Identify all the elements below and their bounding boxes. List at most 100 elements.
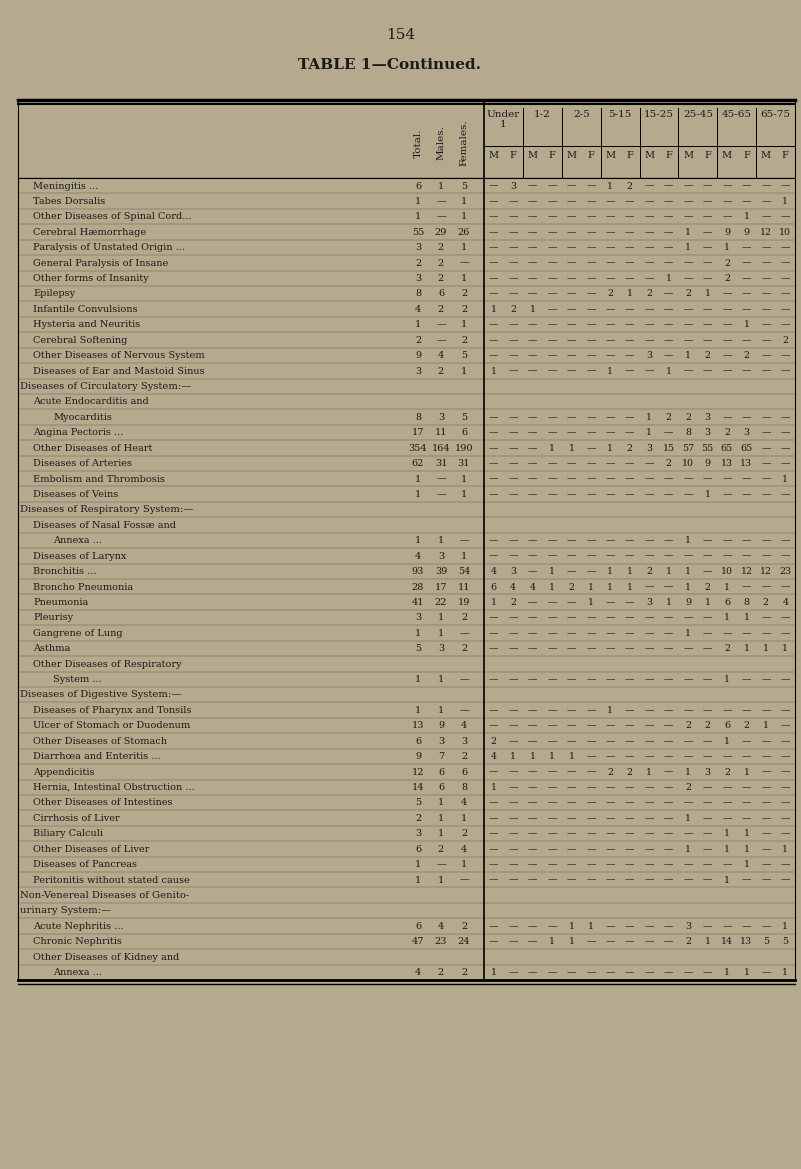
- Text: —: —: [780, 706, 790, 715]
- Text: —: —: [436, 320, 446, 330]
- Text: 3: 3: [510, 181, 516, 191]
- Text: —: —: [761, 196, 771, 206]
- Text: —: —: [606, 629, 615, 638]
- Text: —: —: [742, 181, 751, 191]
- Text: 1-2: 1-2: [534, 110, 551, 119]
- Text: 29: 29: [435, 228, 447, 237]
- Text: —: —: [761, 783, 771, 793]
- Text: 55: 55: [412, 228, 424, 237]
- Text: —: —: [489, 845, 498, 853]
- Text: —: —: [664, 768, 674, 776]
- Text: —: —: [489, 196, 498, 206]
- Text: —: —: [664, 752, 674, 761]
- Text: —: —: [567, 258, 576, 268]
- Text: —: —: [625, 537, 634, 545]
- Text: 2: 2: [438, 274, 444, 283]
- Text: —: —: [547, 181, 557, 191]
- Text: —: —: [702, 860, 712, 869]
- Text: 9: 9: [704, 459, 710, 468]
- Text: —: —: [761, 243, 771, 253]
- Text: —: —: [567, 196, 576, 206]
- Text: —: —: [509, 629, 518, 638]
- Text: —: —: [625, 475, 634, 484]
- Text: —: —: [606, 196, 615, 206]
- Text: —: —: [723, 860, 732, 869]
- Text: —: —: [567, 876, 576, 885]
- Text: 1: 1: [743, 644, 750, 653]
- Text: 1: 1: [461, 475, 467, 484]
- Text: 3: 3: [438, 736, 444, 746]
- Text: —: —: [489, 876, 498, 885]
- Text: Angina Pectoris ...: Angina Pectoris ...: [33, 428, 123, 437]
- Text: —: —: [489, 768, 498, 776]
- Text: 5: 5: [461, 351, 467, 360]
- Text: 2-5: 2-5: [573, 110, 590, 119]
- Text: —: —: [742, 475, 751, 484]
- Text: 1: 1: [415, 475, 421, 484]
- Text: —: —: [780, 876, 790, 885]
- Text: —: —: [586, 567, 596, 576]
- Text: —: —: [567, 968, 576, 977]
- Text: 1: 1: [743, 860, 750, 869]
- Text: —: —: [567, 706, 576, 715]
- Text: Chronic Nephritis: Chronic Nephritis: [33, 938, 122, 946]
- Text: —: —: [459, 706, 469, 715]
- Text: —: —: [761, 552, 771, 561]
- Text: 2: 2: [415, 258, 421, 268]
- Text: —: —: [780, 614, 790, 622]
- Text: —: —: [761, 444, 771, 452]
- Text: —: —: [780, 243, 790, 253]
- Text: 1: 1: [529, 752, 536, 761]
- Text: 1: 1: [685, 582, 691, 592]
- Text: —: —: [761, 629, 771, 638]
- Text: —: —: [489, 213, 498, 221]
- Text: —: —: [664, 922, 674, 931]
- Text: —: —: [645, 968, 654, 977]
- Text: 12: 12: [760, 567, 772, 576]
- Text: —: —: [625, 968, 634, 977]
- Text: M: M: [566, 152, 577, 160]
- Text: Meningitis ...: Meningitis ...: [33, 181, 99, 191]
- Text: —: —: [586, 752, 596, 761]
- Text: 4: 4: [415, 305, 421, 314]
- Text: 2: 2: [461, 336, 467, 345]
- Text: 1: 1: [626, 567, 633, 576]
- Text: 2: 2: [705, 351, 710, 360]
- Text: —: —: [586, 845, 596, 853]
- Text: 39: 39: [435, 567, 447, 576]
- Text: —: —: [645, 490, 654, 499]
- Text: 1: 1: [415, 537, 421, 545]
- Text: 1: 1: [743, 320, 750, 330]
- Text: 1: 1: [783, 475, 788, 484]
- Text: 11: 11: [457, 582, 470, 592]
- Text: —: —: [567, 213, 576, 221]
- Text: 23: 23: [779, 567, 791, 576]
- Text: 1: 1: [510, 752, 516, 761]
- Text: 1: 1: [529, 305, 536, 314]
- Text: —: —: [567, 629, 576, 638]
- Text: Epilepsy: Epilepsy: [33, 290, 75, 298]
- Text: 1: 1: [588, 582, 594, 592]
- Text: 10: 10: [682, 459, 694, 468]
- Text: 1: 1: [646, 413, 652, 422]
- Text: —: —: [567, 814, 576, 823]
- Text: —: —: [664, 305, 674, 314]
- Text: 2: 2: [685, 290, 691, 298]
- Text: 354: 354: [409, 444, 427, 452]
- Text: —: —: [586, 537, 596, 545]
- Text: —: —: [586, 644, 596, 653]
- Text: —: —: [586, 475, 596, 484]
- Text: Other Diseases of Heart: Other Diseases of Heart: [33, 444, 152, 452]
- Text: —: —: [742, 814, 751, 823]
- Text: —: —: [702, 258, 712, 268]
- Text: —: —: [664, 968, 674, 977]
- Text: 12: 12: [412, 768, 425, 776]
- Text: 1: 1: [626, 290, 633, 298]
- Text: —: —: [586, 196, 596, 206]
- Text: 17: 17: [412, 428, 425, 437]
- Text: —: —: [547, 644, 557, 653]
- Text: —: —: [702, 320, 712, 330]
- Text: M: M: [489, 152, 499, 160]
- Text: —: —: [586, 181, 596, 191]
- Text: —: —: [761, 752, 771, 761]
